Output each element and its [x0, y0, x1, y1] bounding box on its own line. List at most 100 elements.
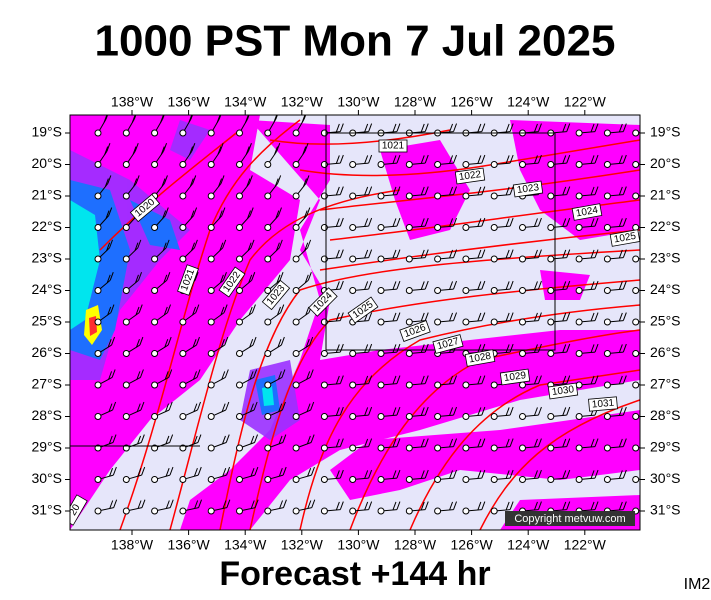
isobar-label-box — [218, 266, 246, 298]
isobar-label: 20 — [70, 494, 88, 526]
barb-feather — [335, 375, 340, 385]
barb-feather — [533, 407, 538, 416]
station — [405, 444, 413, 452]
barb-feather — [220, 175, 225, 184]
barb-staff — [525, 162, 539, 165]
barb-feather — [622, 217, 627, 227]
barb-staff — [355, 414, 369, 417]
isobar-label-box — [512, 180, 544, 198]
barb-feather — [566, 123, 571, 132]
barb-staff — [610, 162, 624, 165]
barb-feather — [192, 338, 197, 348]
barb-feather — [254, 499, 259, 508]
barb-feather — [339, 249, 344, 258]
barb-feather — [420, 155, 425, 164]
station — [122, 255, 130, 263]
barb-staff — [213, 247, 224, 258]
isobar-label-box — [378, 139, 408, 153]
station — [405, 381, 413, 389]
barb-feather — [537, 154, 542, 164]
barb-feather — [219, 274, 224, 283]
barb-staff — [412, 194, 426, 197]
barb-feather — [339, 375, 344, 384]
station — [207, 350, 215, 357]
lat-label-left: 23°S — [31, 250, 62, 266]
barb-feather — [509, 186, 514, 195]
barb-feather — [424, 438, 429, 447]
barb-staff — [298, 442, 312, 448]
barb-staff — [327, 162, 341, 165]
station — [349, 444, 357, 452]
barb-feather — [275, 242, 280, 251]
barb-feather — [335, 438, 340, 448]
barb-staff — [553, 477, 567, 480]
barb-staff — [157, 377, 169, 385]
barb-staff — [297, 215, 308, 226]
barb-staff — [497, 288, 511, 291]
barb-staff — [241, 377, 254, 385]
station — [122, 476, 130, 483]
barb-staff — [383, 477, 397, 480]
isobar-label-text: 1021 — [382, 141, 405, 152]
barb-staff — [327, 414, 341, 417]
barb-staff — [355, 257, 369, 260]
station — [122, 507, 130, 515]
barb-feather — [594, 438, 599, 447]
barb-staff — [412, 509, 426, 512]
barb-feather — [104, 178, 109, 187]
station — [490, 287, 498, 294]
station — [122, 350, 130, 357]
barb-feather — [277, 338, 282, 348]
barb-feather — [280, 336, 285, 346]
barb-staff — [99, 183, 109, 194]
barb-feather — [160, 115, 164, 123]
station — [292, 413, 300, 420]
barb-staff — [525, 414, 539, 417]
station — [490, 413, 498, 420]
station — [405, 161, 413, 168]
station — [207, 381, 215, 389]
barb-feather — [139, 336, 144, 346]
barb-feather — [339, 406, 344, 416]
barb-staff — [327, 509, 341, 512]
barb-feather — [368, 154, 373, 164]
barb-staff — [242, 442, 255, 448]
barb-feather — [453, 217, 458, 227]
station — [462, 507, 470, 515]
barb-feather — [618, 218, 623, 227]
barb-feather — [339, 312, 344, 321]
barb-feather — [392, 218, 397, 227]
station — [377, 192, 385, 200]
lat-label-left: 30°S — [31, 470, 62, 486]
barb-feather — [537, 501, 542, 510]
station — [434, 507, 442, 515]
barb-feather — [251, 304, 256, 313]
station — [434, 255, 442, 263]
barb-staff — [412, 257, 426, 260]
barb-staff — [128, 279, 139, 289]
barb-feather — [537, 375, 542, 384]
station — [405, 413, 413, 420]
barb-feather — [420, 501, 425, 511]
station — [236, 350, 243, 357]
station — [377, 476, 385, 483]
barb-feather — [622, 154, 627, 164]
barb-staff — [270, 377, 283, 385]
barb-feather — [368, 438, 373, 447]
barb-feather — [481, 469, 486, 479]
barb-staff — [440, 320, 454, 323]
barb-feather — [222, 239, 227, 249]
barb-feather — [335, 155, 340, 164]
barb-staff — [213, 344, 226, 353]
barb-staff — [355, 288, 369, 291]
barb-staff — [610, 288, 624, 291]
barb-feather — [225, 434, 230, 443]
station — [490, 161, 498, 168]
barb-feather — [533, 470, 538, 479]
barb-feather — [453, 406, 458, 416]
barb-feather — [164, 338, 169, 348]
barb-feather — [566, 438, 571, 447]
barb-feather — [477, 218, 482, 227]
station — [434, 224, 442, 231]
barb-staff — [553, 162, 567, 165]
